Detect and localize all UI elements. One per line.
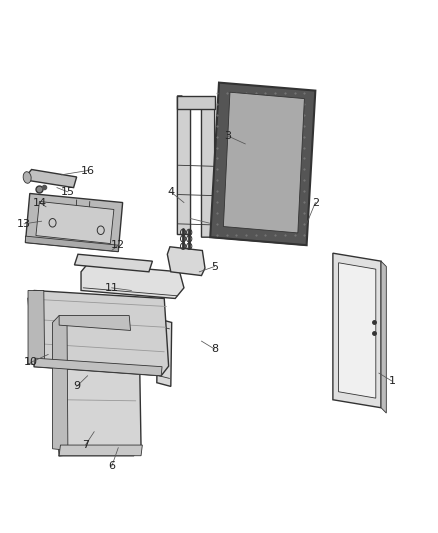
- Polygon shape: [223, 92, 304, 233]
- Text: 15: 15: [61, 187, 75, 197]
- Polygon shape: [81, 264, 184, 298]
- Text: 13: 13: [17, 219, 31, 229]
- Polygon shape: [74, 254, 152, 272]
- Text: 8: 8: [211, 344, 218, 354]
- Polygon shape: [53, 316, 141, 456]
- Polygon shape: [34, 358, 162, 376]
- Polygon shape: [210, 83, 315, 245]
- Text: 4: 4: [167, 187, 174, 197]
- Polygon shape: [36, 201, 114, 244]
- Text: 12: 12: [111, 240, 125, 250]
- Polygon shape: [28, 290, 45, 367]
- Text: 6: 6: [108, 462, 115, 471]
- Polygon shape: [177, 96, 191, 235]
- Polygon shape: [333, 253, 381, 408]
- Polygon shape: [25, 193, 123, 252]
- Text: 1: 1: [389, 376, 396, 386]
- Polygon shape: [53, 316, 68, 450]
- Text: 5: 5: [211, 262, 218, 271]
- Polygon shape: [28, 290, 169, 376]
- Polygon shape: [59, 445, 142, 456]
- Text: 2: 2: [312, 198, 319, 207]
- Polygon shape: [201, 99, 215, 237]
- Polygon shape: [157, 319, 172, 386]
- Text: 16: 16: [81, 166, 95, 175]
- Polygon shape: [381, 261, 386, 413]
- Text: 7: 7: [82, 440, 89, 450]
- Ellipse shape: [23, 172, 31, 183]
- Text: 14: 14: [32, 198, 46, 207]
- Text: 9: 9: [73, 382, 80, 391]
- Polygon shape: [177, 96, 215, 109]
- Polygon shape: [26, 169, 77, 188]
- Polygon shape: [25, 236, 118, 252]
- Polygon shape: [59, 316, 131, 330]
- Polygon shape: [167, 247, 205, 276]
- Text: 11: 11: [105, 283, 119, 293]
- Text: 3: 3: [224, 131, 231, 141]
- Polygon shape: [339, 263, 376, 398]
- Text: 10: 10: [24, 358, 38, 367]
